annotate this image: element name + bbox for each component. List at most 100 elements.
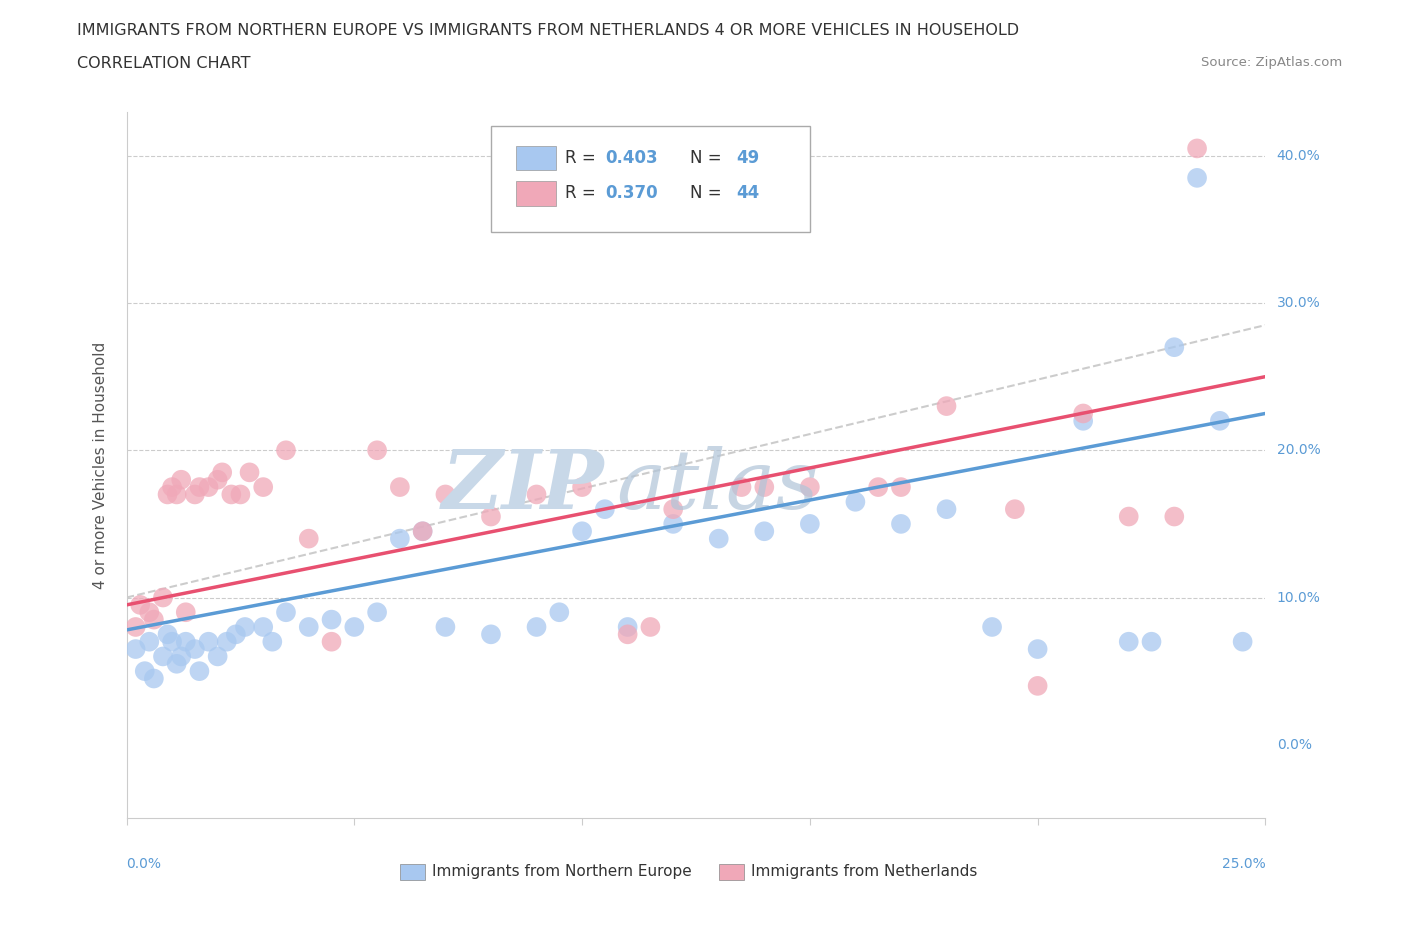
Point: [571, 524, 593, 538]
Point: [754, 480, 776, 495]
Point: [1026, 679, 1049, 694]
Point: [184, 642, 207, 657]
Point: [730, 480, 752, 495]
Point: [129, 597, 152, 612]
Point: [225, 627, 247, 642]
Point: [188, 664, 211, 679]
Point: [174, 604, 197, 619]
Point: [1026, 642, 1049, 657]
Point: [935, 502, 957, 517]
Point: [1118, 509, 1140, 524]
Text: IMMIGRANTS FROM NORTHERN EUROPE VS IMMIGRANTS FROM NETHERLANDS 4 OR MORE VEHICLE: IMMIGRANTS FROM NORTHERN EUROPE VS IMMIG…: [77, 23, 1019, 38]
Point: [166, 657, 188, 671]
Y-axis label: 4 or more Vehicles in Household: 4 or more Vehicles in Household: [93, 341, 108, 589]
Text: 0.0%: 0.0%: [1277, 737, 1312, 751]
Point: [252, 619, 274, 634]
Point: [662, 516, 685, 531]
Point: [321, 612, 343, 627]
Point: [1232, 634, 1254, 649]
Point: [844, 495, 866, 510]
Point: [274, 443, 297, 458]
Point: [640, 619, 662, 634]
Point: [233, 619, 256, 634]
Point: [174, 634, 197, 649]
Point: [662, 502, 685, 517]
Point: [197, 634, 219, 649]
Text: 10.0%: 10.0%: [1277, 591, 1320, 604]
Point: [1185, 141, 1208, 156]
Text: ZIP: ZIP: [443, 446, 605, 526]
Point: [868, 480, 890, 495]
Text: 40.0%: 40.0%: [1277, 149, 1320, 163]
Point: [707, 531, 730, 546]
Point: [388, 531, 411, 546]
Point: [238, 465, 260, 480]
Point: [321, 634, 343, 649]
Text: atlas: atlas: [616, 446, 818, 526]
Point: [197, 480, 219, 495]
Text: R =: R =: [565, 184, 600, 202]
Text: N =: N =: [690, 149, 727, 166]
Point: [1004, 502, 1026, 517]
Point: [1163, 509, 1185, 524]
Point: [571, 480, 593, 495]
Point: [935, 399, 957, 414]
Text: 44: 44: [735, 184, 759, 202]
Point: [479, 627, 502, 642]
Point: [207, 472, 229, 487]
Point: [754, 524, 776, 538]
Text: Source: ZipAtlas.com: Source: ZipAtlas.com: [1202, 56, 1343, 69]
Point: [262, 634, 284, 649]
Point: [1071, 413, 1094, 428]
Point: [215, 634, 238, 649]
Point: [981, 619, 1004, 634]
Point: [526, 619, 548, 634]
Point: [1163, 339, 1185, 354]
Text: 25.0%: 25.0%: [1222, 857, 1265, 871]
Text: 0.370: 0.370: [605, 184, 658, 202]
Point: [134, 664, 156, 679]
Point: [1185, 170, 1208, 185]
Point: [1071, 406, 1094, 421]
Point: [221, 487, 243, 502]
Text: 0.0%: 0.0%: [127, 857, 162, 871]
Point: [170, 472, 193, 487]
Point: [184, 487, 207, 502]
Point: [152, 649, 174, 664]
Text: R =: R =: [565, 149, 600, 166]
Point: [799, 480, 821, 495]
Point: [799, 516, 821, 531]
Point: [366, 443, 388, 458]
Text: Immigrants from Netherlands: Immigrants from Netherlands: [751, 864, 977, 879]
Point: [160, 634, 183, 649]
Point: [156, 487, 179, 502]
Point: [152, 591, 174, 605]
Point: [1140, 634, 1163, 649]
Point: [434, 619, 457, 634]
Point: [1118, 634, 1140, 649]
Point: [412, 524, 434, 538]
Point: [593, 502, 616, 517]
Point: [166, 487, 188, 502]
Point: [138, 604, 160, 619]
Point: [160, 480, 183, 495]
Point: [366, 604, 388, 619]
FancyBboxPatch shape: [399, 864, 425, 880]
Point: [252, 480, 274, 495]
Point: [479, 509, 502, 524]
FancyBboxPatch shape: [516, 145, 555, 170]
Point: [298, 531, 321, 546]
Point: [156, 627, 179, 642]
Point: [229, 487, 252, 502]
Point: [170, 649, 193, 664]
Point: [412, 524, 434, 538]
Text: CORRELATION CHART: CORRELATION CHART: [77, 56, 250, 71]
Point: [388, 480, 411, 495]
Point: [616, 619, 638, 634]
Point: [890, 480, 912, 495]
Point: [211, 465, 233, 480]
Point: [526, 487, 548, 502]
Text: 20.0%: 20.0%: [1277, 444, 1320, 458]
Point: [343, 619, 366, 634]
Point: [188, 480, 211, 495]
